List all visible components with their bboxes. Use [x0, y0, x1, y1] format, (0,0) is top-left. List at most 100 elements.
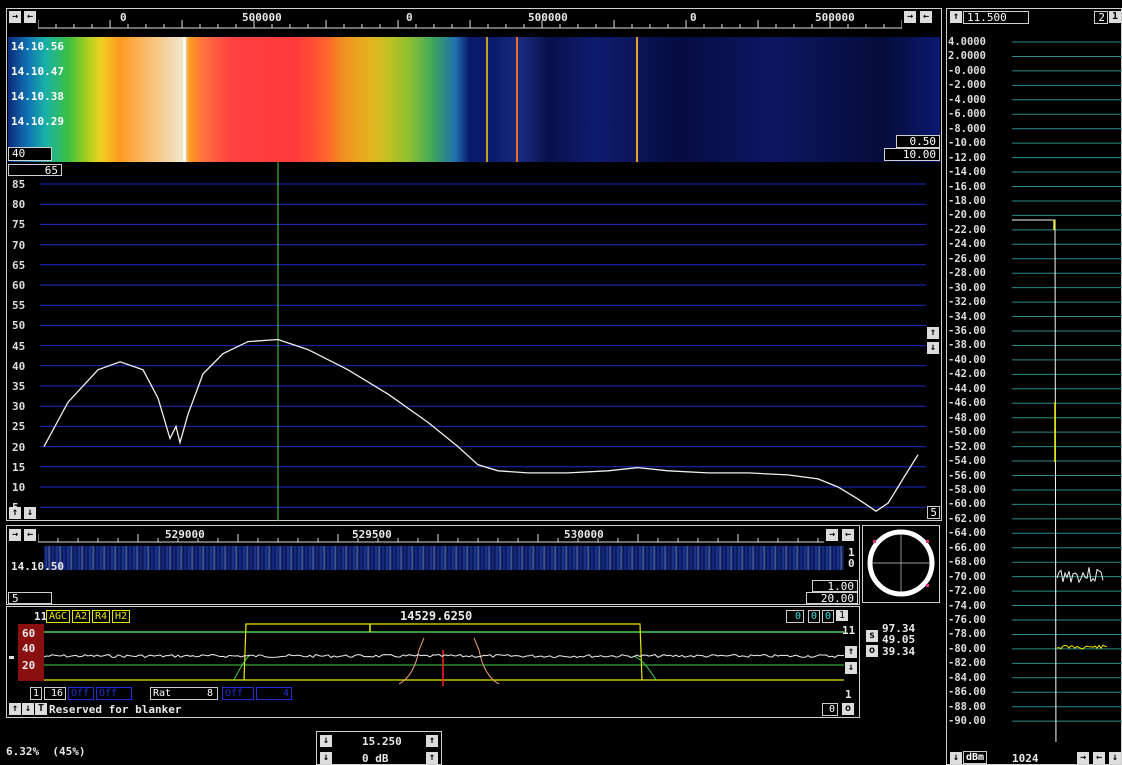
freq-up-button[interactable]: ↑ [426, 735, 438, 747]
meter-end-button[interactable]: ↓ [1109, 752, 1121, 764]
meter-y-tick: -8.000 [948, 122, 986, 135]
waterfall-time-3: 14.10.38 [11, 90, 64, 103]
db-value[interactable]: 0 dB [362, 752, 389, 765]
baseband-box-1[interactable]: 0 [786, 610, 804, 623]
baseband-left-num: 11 [34, 610, 48, 623]
hires-waterfall[interactable] [44, 546, 844, 570]
waterfall-line-2 [516, 37, 518, 162]
spectrum-right-box[interactable]: 5 [927, 506, 940, 519]
meter-y-tick: -6.000 [948, 108, 986, 121]
meter-left-button[interactable]: ← [1093, 752, 1105, 764]
meter-y-tick: -88.00 [948, 700, 986, 713]
hires-box2[interactable]: 20.00 [806, 592, 858, 605]
waterfall-gain-box[interactable]: 0.50 [896, 135, 940, 148]
waterfall-peak-line [183, 37, 186, 162]
baseband-up-button[interactable]: ↑ [845, 646, 857, 658]
meter-y-tick: -72.00 [948, 585, 986, 598]
meter-y-tick: -10.00 [948, 137, 986, 150]
meter-y-tick: -74.00 [948, 599, 986, 612]
meter-down-button[interactable]: ↓ [950, 752, 962, 764]
meter-up-button[interactable]: ↑ [950, 11, 962, 23]
freq-value[interactable]: 15.250 [362, 735, 402, 748]
meter-y-tick: -4.000 [948, 93, 986, 106]
spectrum-graph[interactable] [8, 162, 940, 521]
zoom-out-button[interactable]: ← [920, 11, 932, 23]
reserved-for-blanker-text: Reserved for blanker [49, 703, 182, 716]
db-down-button[interactable]: ↓ [320, 752, 332, 764]
scroll-right-button[interactable]: → [9, 11, 21, 23]
ctrl-off-2[interactable]: Off [96, 687, 132, 700]
meter-y-tick: -46.00 [948, 397, 986, 410]
meter-top-right-box[interactable]: 2 [1094, 11, 1108, 24]
meter-y-tick: -2.000 [948, 79, 986, 92]
scroll-left-button[interactable]: ← [24, 11, 36, 23]
meter-unit[interactable]: dBm [963, 751, 988, 764]
baseband-down-button[interactable]: ↓ [845, 662, 857, 674]
meter-y-tick: -48.00 [948, 411, 986, 424]
meter-y-tick: -18.00 [948, 194, 986, 207]
hires-zoom-out-button[interactable]: ← [842, 529, 854, 541]
baseband-box-2[interactable]: 0 [808, 610, 820, 623]
hires-zoom-in-button[interactable]: → [826, 529, 838, 541]
meter-y-tick: -82.00 [948, 657, 986, 670]
ctrl-16[interactable]: 16 [44, 687, 66, 700]
meter-y-tick: 2.0000 [948, 50, 986, 63]
hires-box1[interactable]: 1.00 [812, 580, 858, 593]
hires-left-box[interactable]: 5 [8, 592, 52, 605]
spectrum-bottom-down-button[interactable]: ↓ [24, 507, 36, 519]
s-meter-button[interactable]: s [866, 630, 878, 642]
spectrum-avg-box[interactable]: 65 [8, 164, 62, 177]
hires-right-mid: 0 [848, 557, 855, 570]
o-meter-button[interactable]: o [866, 645, 878, 657]
spectrum-up-button[interactable]: ↑ [927, 327, 939, 339]
meter-y-tick: -36.00 [948, 325, 986, 337]
hires-window [6, 525, 860, 605]
spectrum-y-tick: 20 [12, 440, 26, 454]
meter-y-tick: -16.00 [948, 180, 986, 193]
top-scale-label-3: 0 [406, 11, 413, 24]
ctrl-off-3[interactable]: Off [222, 687, 254, 700]
meter-right-button[interactable]: → [1077, 752, 1089, 764]
spectrum-down-button[interactable]: ↓ [927, 342, 939, 354]
baseband-frequency[interactable]: 14529.6250 [400, 609, 473, 623]
spectrum-y-tick: 60 [12, 279, 26, 292]
meter-y-tick: -84.00 [948, 671, 986, 684]
r4-toggle[interactable]: R4 [92, 610, 111, 623]
ctrl-down-button[interactable]: ↓ [22, 703, 34, 715]
spectrum-y-tick: 10 [12, 481, 26, 494]
spectrum-bottom-up-button[interactable]: ↑ [9, 507, 21, 519]
meter-y-tick: -62.00 [948, 512, 986, 525]
waterfall-zero-box[interactable]: 10.00 [884, 148, 940, 161]
ctrl-rat[interactable]: Rat 8 [150, 687, 218, 700]
zoom-in-button[interactable]: → [904, 11, 916, 23]
baseband-box-3[interactable]: 0 [822, 610, 834, 623]
meter-top-value[interactable]: 11.500 [963, 11, 1029, 24]
meter-top-right-button[interactable]: 1 [1109, 11, 1121, 23]
baseband-box-4[interactable]: 1 [836, 610, 848, 621]
freq-down-button[interactable]: ↓ [320, 735, 332, 747]
level-60: 60 [22, 627, 36, 640]
db-up-button[interactable]: ↑ [426, 752, 438, 764]
waterfall-avg-box[interactable]: 40 [8, 147, 52, 161]
ctrl-o-button[interactable]: o [842, 703, 854, 715]
meter-y-tick: -12.00 [948, 151, 986, 164]
main-spectrum-window [6, 8, 942, 521]
ctrl-off-1[interactable]: Off [68, 687, 94, 700]
ctrl-zero-box[interactable]: 0 [822, 703, 838, 716]
meter-y-tick: -64.00 [948, 527, 986, 540]
meter-y-tick: -86.00 [948, 686, 986, 699]
ctrl-t-button[interactable]: T [35, 703, 47, 715]
agc-toggle[interactable]: AGC [46, 610, 71, 623]
baseband-graph[interactable] [44, 620, 844, 686]
a2-toggle[interactable]: A2 [72, 610, 91, 623]
ctrl-4[interactable]: 4 [256, 687, 292, 700]
spectrum-trace [43, 338, 919, 512]
ctrl-up-button[interactable]: ↑ [9, 703, 21, 715]
ctrl-1[interactable]: 1 [30, 687, 42, 700]
waterfall-display[interactable] [8, 37, 940, 162]
spectrum-y-tick: 35 [12, 380, 26, 393]
meter-graph [1012, 41, 1122, 742]
hires-left-button[interactable]: ← [24, 529, 36, 541]
h2-toggle[interactable]: H2 [112, 610, 131, 623]
hires-right-button[interactable]: → [9, 529, 21, 541]
